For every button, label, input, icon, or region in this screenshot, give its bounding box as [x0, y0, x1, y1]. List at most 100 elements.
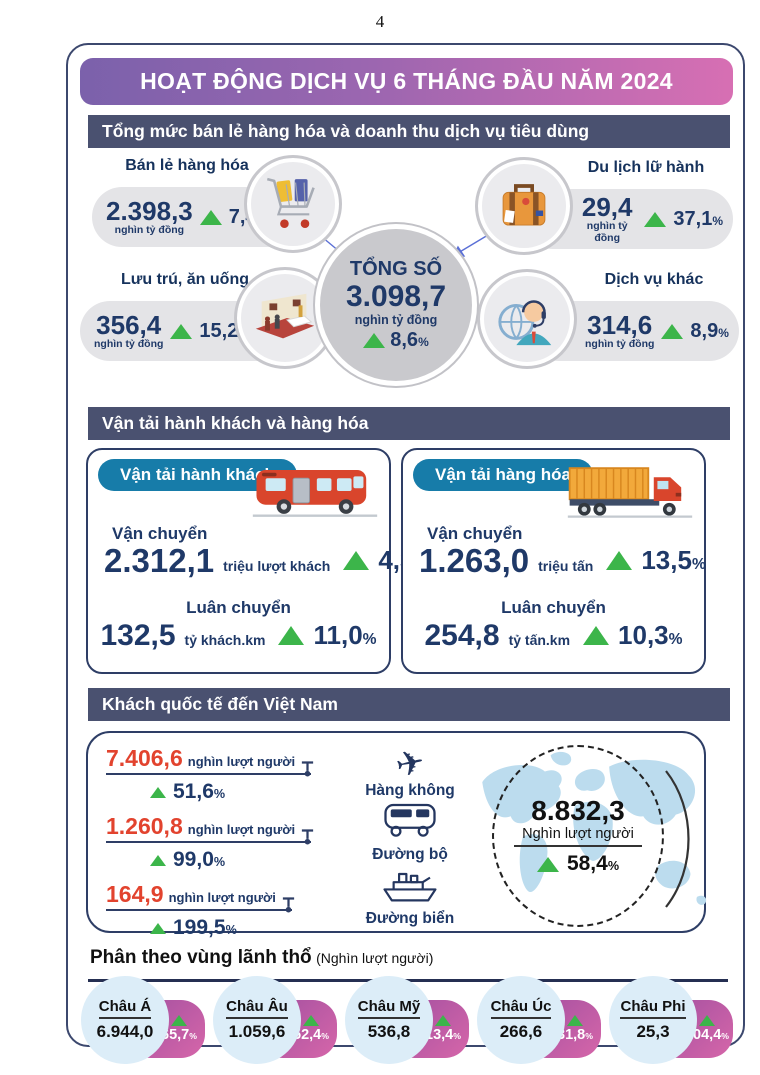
growth-up-icon — [278, 626, 305, 645]
stat-growth: 13,5% — [641, 545, 706, 575]
growth-up-icon — [150, 854, 166, 866]
retail-item-retail-goods: Bán lẻ hàng hóa 2.398,3 nghìn tỷ đồng 7,… — [92, 155, 342, 267]
region-america: 13,4% Châu Mỹ 536,8 — [345, 976, 469, 1064]
stat-growth: 199,5% — [150, 916, 354, 940]
retail-section: TỔNG SỐ 3.098,7 nghìn tỷ đồng 8,6% Bán l… — [68, 149, 747, 405]
stat-unit: nghìn tỷ đồng — [94, 338, 164, 350]
hotel-room-icon — [234, 267, 336, 369]
region-label: Châu Úc — [490, 998, 552, 1019]
growth-up-icon — [536, 856, 559, 872]
visitors-total-circle: 8.832,3 Nghìn lượt người 58,4% — [492, 745, 664, 927]
region-asia: 65,7% Châu Á 6.944,0 — [81, 976, 205, 1064]
mode-label: Đường bộ — [372, 846, 448, 863]
stat-unit: nghìn lượt người — [168, 890, 276, 905]
mode-air: ✈ Hàng không — [365, 742, 455, 800]
box-title-badge: Vận tải hàng hóa — [413, 459, 594, 491]
content-frame: HOẠT ĐỘNG DỊCH VỤ 6 THÁNG ĐẦU NĂM 2024 T… — [66, 43, 747, 1064]
stat-growth: 99,0% — [150, 848, 354, 872]
region-europe: 52,4% Châu Âu 1.059,6 — [213, 976, 337, 1064]
stat-value: 132,5 — [100, 618, 176, 652]
region-value: 536,8 — [367, 1022, 411, 1041]
region-value: 1.059,6 — [228, 1022, 286, 1041]
mode-label: Đường biển — [365, 910, 455, 927]
total-unit: nghìn tỷ đồng — [354, 312, 438, 327]
growth-up-icon — [567, 1015, 583, 1026]
section-header-transport: Vận tải hành khách và hàng hóa — [88, 407, 730, 440]
section-header-visitors: Khách quốc tế đến Việt Nam — [88, 688, 730, 721]
bus-icon — [251, 462, 379, 525]
regions-row: 65,7% Châu Á 6.944,0 52,4% Châu Âu 1.059… — [81, 976, 733, 1064]
row-label: Luân chuyển — [501, 598, 606, 617]
row-label: Vận chuyển — [112, 524, 208, 543]
region-oceania: 31,8% Châu Úc 266,6 — [477, 976, 601, 1064]
total-growth: 8,6% — [363, 329, 429, 352]
stat-value: 1.260,8 — [106, 813, 183, 839]
retail-total-circle: TỔNG SỐ 3.098,7 nghìn tỷ đồng 8,6% — [320, 229, 472, 381]
growth-up-icon — [699, 1015, 715, 1026]
page-number: 4 — [375, 12, 385, 31]
stat-unit: triệu lượt khách — [223, 558, 331, 574]
stat-value: 7.406,6 — [106, 745, 183, 771]
regions-title: Phân theo vùng lãnh thổ (Nghìn lượt ngườ… — [90, 947, 434, 968]
stat-unit: triệu tấn — [538, 558, 594, 574]
growth-up-icon — [199, 209, 222, 225]
region-value: 6.944,0 — [96, 1022, 154, 1041]
retail-item-accommodation: Lưu trú, ăn uống 356,4 nghìn tỷ đồng 15,… — [80, 267, 336, 389]
total-value: 8.832,3 — [531, 794, 625, 826]
stat-unit: nghìn lượt người — [187, 754, 296, 769]
stat-unit: tỷ tấn.km — [508, 632, 571, 648]
retail-item-label: Bán lẻ hàng hóa — [125, 157, 249, 174]
world-map: 8.832,3 Nghìn lượt người 58,4% — [466, 745, 707, 927]
row-label: Vận chuyển — [427, 524, 523, 543]
region-africa: 104,4% Châu Phi 25,3 — [609, 976, 733, 1064]
growth-up-icon — [303, 1015, 319, 1026]
stat-unit: nghìn tỷ đồng — [586, 220, 628, 244]
growth-up-icon — [606, 551, 633, 570]
transport-stat-row: 1.263,0 triệu tấn 13,5% — [419, 544, 706, 577]
main-title-banner: HOẠT ĐỘNG DỊCH VỤ 6 THÁNG ĐẦU NĂM 2024 — [80, 58, 733, 105]
retail-item-other-services: Dịch vụ khác 314,6 nghìn tỷ đồng 8,9% — [477, 269, 739, 389]
support-agent-icon — [477, 269, 577, 369]
stat-growth: 11,0% — [313, 620, 377, 650]
ship-icon — [379, 864, 441, 909]
transport-stat-row: 2.312,1 triệu lượt khách 4,3% — [104, 544, 428, 577]
stat-growth: 10,3% — [618, 620, 683, 650]
arc-decoration — [665, 770, 690, 908]
mode-label: Hàng không — [365, 782, 455, 799]
transport-section: Vận tải hành khách Vận — [86, 448, 706, 674]
stat-growth: 37,1% — [673, 207, 723, 230]
mode-sea: Đường biển — [365, 872, 455, 928]
region-label: Châu Á — [98, 998, 152, 1019]
stat-growth: 51,6% — [150, 780, 354, 804]
growth-up-icon — [171, 1015, 187, 1026]
stat-value: 2.312,1 — [104, 542, 215, 579]
stat-value: 29,4 — [581, 192, 633, 222]
growth-up-icon — [343, 551, 370, 570]
shopping-cart-icon — [244, 155, 342, 253]
region-value: 25,3 — [636, 1022, 670, 1041]
stat-value: 356,4 — [96, 310, 162, 340]
growth-up-icon — [363, 332, 386, 348]
transport-stat-row: 254,8 tỷ tấn.km 10,3% — [403, 620, 704, 651]
stat-unit: nghìn tỷ đồng — [585, 338, 655, 350]
pin-icon — [300, 760, 315, 783]
retail-item-label: Du lịch lữ hành — [587, 159, 705, 176]
region-label: Châu Mỹ — [357, 998, 421, 1019]
stat-unit: tỷ khách.km — [184, 632, 266, 648]
truck-icon — [566, 462, 694, 525]
total-growth: 58,4% — [536, 852, 619, 876]
stat-growth: 8,9% — [690, 319, 729, 342]
growth-up-icon — [150, 786, 166, 798]
visitor-mode-row: 7.406,6 nghìn lượt người 51,6% — [106, 747, 354, 804]
transport-stat-row: 132,5 tỷ khách.km 11,0% — [88, 620, 389, 651]
stat-value: 254,8 — [424, 618, 500, 652]
growth-up-icon — [661, 323, 684, 339]
road-vehicle-icon — [380, 798, 440, 845]
pin-icon — [281, 896, 296, 919]
visitors-box: 7.406,6 nghìn lượt người 51,6% 1.260,8 n… — [86, 731, 707, 939]
section-header-retail: Tổng mức bán lẻ hàng hóa và doanh thu dị… — [88, 115, 730, 148]
visitor-mode-stats: 7.406,6 nghìn lượt người 51,6% 1.260,8 n… — [106, 747, 354, 939]
growth-up-icon — [435, 1015, 451, 1026]
stat-value: 314,6 — [587, 310, 653, 340]
visitor-mode-icons: ✈ Hàng không Đường b — [354, 742, 466, 927]
